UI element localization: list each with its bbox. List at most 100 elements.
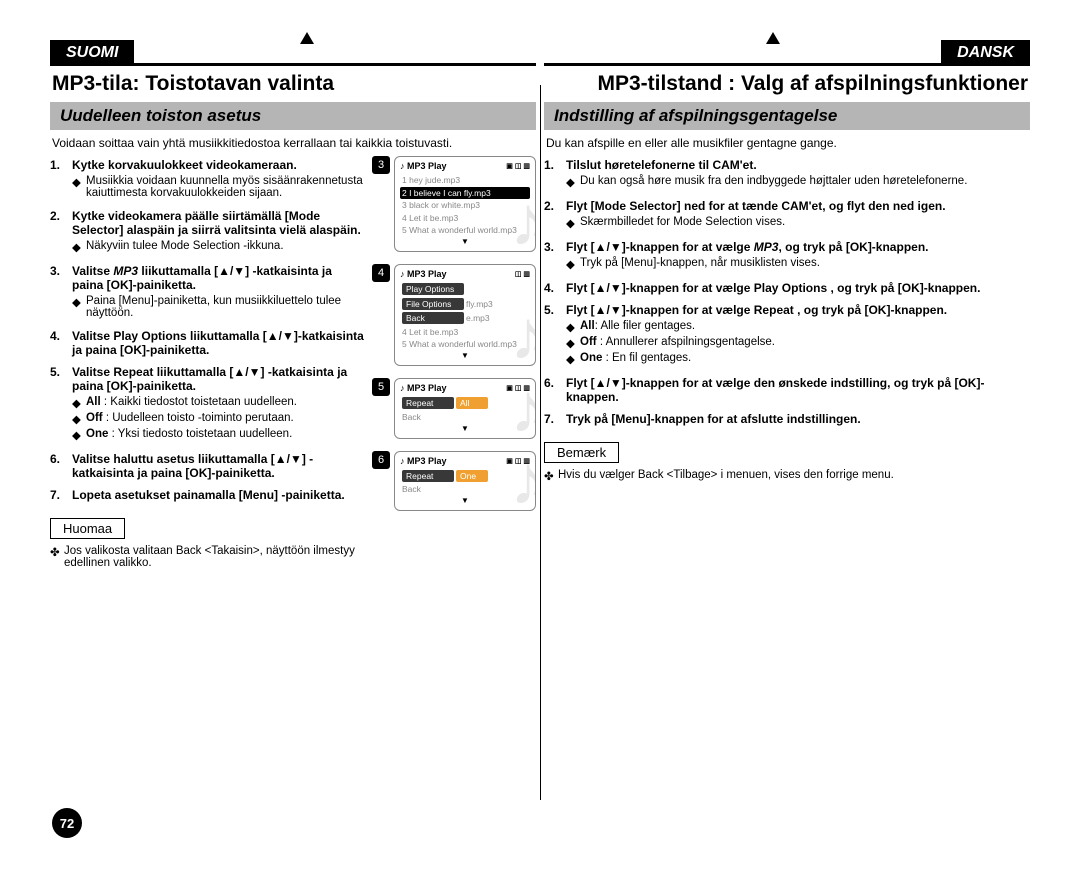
screen-badge: 4 — [372, 264, 390, 282]
screen-row: 5 What a wonderful world.mp3 — [400, 338, 530, 350]
steps-right: 1.Tilslut høretelefonerne til CAM'et. ◆Du… — [544, 158, 1030, 485]
sub-item: ◆Skærmbilledet for Mode Selection vises. — [566, 216, 1030, 230]
down-arrow-icon: ▼ — [400, 496, 530, 505]
step-number: 1. — [50, 158, 72, 201]
notes-right: ✤Hvis du vælger Back <Tilbage> i menuen,… — [544, 469, 1030, 483]
step-item: 4.Valitse Play Options liikuttamalla [▲/… — [50, 329, 366, 357]
step-item: 5.Valitse Repeat liikuttamalla [▲/▼] -ka… — [50, 365, 366, 444]
screen-row: 4 Let it be.mp3 — [400, 212, 530, 224]
right-column: DANSK MP3-tilstand : Valg af afspilnings… — [544, 40, 1030, 840]
section-head-left: Uudelleen toiston asetus — [50, 102, 536, 130]
note-item: ✤Jos valikosta valitaan Back <Takaisin>,… — [50, 545, 366, 569]
screen-title: MP3 Play — [400, 269, 447, 279]
screen-title: MP3 Play — [400, 383, 447, 393]
screens-column: 3♪MP3 Play▣ ◫ ▥1 hey jude.mp32 I believe… — [372, 156, 536, 571]
lang-tab: SUOMI — [50, 40, 134, 66]
step-item: 1.Tilslut høretelefonerne til CAM'et. ◆Du… — [544, 158, 1030, 191]
screen-wrap: 6♪MP3 Play▣ ◫ ▥RepeatOneBack▼ — [372, 451, 536, 512]
step-item: 7.Tryk på [Menu]-knappen for at afslutte… — [544, 412, 1030, 426]
page: SUOMI MP3-tila: Toistotavan valinta Uude… — [50, 40, 1030, 840]
screen-badge: 3 — [372, 156, 390, 174]
center-divider — [540, 85, 541, 800]
step-title: Lopeta asetukset painamalla [Menu] -pain… — [72, 488, 345, 502]
step-title: Kytke videokamera päälle siirtämällä [Mo… — [72, 209, 361, 237]
note-head-right: Bemærk — [544, 442, 619, 463]
screen-row: Play Options — [400, 282, 530, 296]
screen-icons: ▣ ◫ ▥ — [506, 162, 530, 170]
step-item: 3.Flyt [▲/▼]-knappen for at vælge MP3, o… — [544, 240, 1030, 273]
step-title: Valitse haluttu asetus liikuttamalla [▲/… — [72, 452, 313, 480]
step-item: 4.Flyt [▲/▼]-knappen for at vælge Play O… — [544, 281, 1030, 295]
note-head-left: Huomaa — [50, 518, 125, 539]
screen-row: RepeatOne — [400, 469, 530, 483]
screen-title: MP3 Play — [400, 456, 447, 466]
page-title-left: MP3-tila: Toistotavan valinta — [50, 72, 536, 96]
screen-row: 5 What a wonderful world.mp3 — [400, 224, 530, 236]
step-item: 5.Flyt [▲/▼]-knappen for at vælge Repeat… — [544, 303, 1030, 368]
step-title: Tryk på [Menu]-knappen for at afslutte i… — [566, 412, 861, 426]
sub-item: ◆All: Alle filer gentages. — [566, 320, 1030, 334]
lang-bar-right: DANSK — [544, 40, 1030, 66]
sub-item: ◆All : Kaikki tiedostot toistetaan uudel… — [72, 396, 366, 410]
screen-wrap: 4♪MP3 Play◫ ▥Play OptionsFile Optionsfly… — [372, 264, 536, 366]
step-item: 6.Valitse haluttu asetus liikuttamalla [… — [50, 452, 366, 480]
screen-wrap: 3♪MP3 Play▣ ◫ ▥1 hey jude.mp32 I believe… — [372, 156, 536, 252]
screen-row: 1 hey jude.mp3 — [400, 174, 530, 186]
screen: ♪MP3 Play▣ ◫ ▥1 hey jude.mp32 I believe … — [394, 156, 536, 252]
step-number: 2. — [544, 199, 566, 232]
step-number: 5. — [544, 303, 566, 368]
sub-item: ◆Tryk på [Menu]-knappen, når musiklisten… — [566, 257, 1030, 271]
step-item: 6.Flyt [▲/▼]-knappen for at vælge den øn… — [544, 376, 1030, 404]
sub-item: ◆Off : Annullerer afspilningsgentagelse. — [566, 336, 1030, 350]
note-item: ✤Hvis du vælger Back <Tilbage> i menuen,… — [544, 469, 1030, 483]
step-number: 5. — [50, 365, 72, 444]
down-arrow-icon: ▼ — [400, 237, 530, 246]
step-item: 2.Flyt [Mode Selector] ned for at tænde … — [544, 199, 1030, 232]
step-number: 3. — [50, 264, 72, 321]
screen-row: Back — [400, 411, 530, 423]
step-number: 6. — [50, 452, 72, 480]
sub-item: ◆Off : Uudelleen toisto -toiminto peruta… — [72, 412, 366, 426]
screen-icons: ◫ ▥ — [515, 270, 530, 278]
section-head-right: Indstilling af afspilningsgentagelse — [544, 102, 1030, 130]
step-number: 6. — [544, 376, 566, 404]
lang-bar-left: SUOMI — [50, 40, 536, 66]
step-number: 1. — [544, 158, 566, 191]
step-item: 2.Kytke videokamera päälle siirtämällä [… — [50, 209, 366, 256]
down-arrow-icon: ▼ — [400, 351, 530, 360]
screen: ♪MP3 Play◫ ▥Play OptionsFile Optionsfly.… — [394, 264, 536, 366]
sub-item: ◆One : En fil gentages. — [566, 352, 1030, 366]
step-item: 7.Lopeta asetukset painamalla [Menu] -pa… — [50, 488, 366, 502]
screen-icons: ▣ ◫ ▥ — [506, 384, 530, 392]
step-title: Flyt [▲/▼]-knappen for at vælge Play Opt… — [566, 281, 980, 295]
screen-row: 4 Let it be.mp3 — [400, 326, 530, 338]
page-number: 72 — [52, 808, 82, 838]
screen: ♪MP3 Play▣ ◫ ▥RepeatAllBack▼ — [394, 378, 536, 439]
screen-badge: 6 — [372, 451, 390, 469]
steps-left: 1.Kytke korvakuulokkeet videokameraan.◆M… — [50, 158, 366, 571]
step-title: Valitse Play Options liikuttamalla [▲/▼]… — [72, 329, 364, 357]
down-arrow-icon: ▼ — [400, 424, 530, 433]
step-number: 7. — [50, 488, 72, 502]
screen-row: 3 black or white.mp3 — [400, 199, 530, 211]
step-title: Valitse MP3 liikuttamalla [▲/▼] -katkais… — [72, 264, 332, 292]
page-title-right: MP3-tilstand : Valg af afspilningsfunkti… — [544, 72, 1030, 96]
screen-title: MP3 Play — [400, 161, 447, 171]
screen-row: 2 I believe I can fly.mp3 — [400, 187, 530, 199]
step-number: 4. — [50, 329, 72, 357]
step-title: Kytke korvakuulokkeet videokameraan. — [72, 158, 297, 172]
step-title: Flyt [▲/▼]-knappen for at vælge MP3, og … — [566, 240, 928, 254]
step-number: 7. — [544, 412, 566, 426]
sub-item: ◆Du kan også høre musik fra den indbygge… — [566, 175, 1030, 189]
screen-row: Backe.mp3 — [400, 311, 530, 325]
lang-tab: DANSK — [941, 40, 1030, 66]
screen-row: File Optionsfly.mp3 — [400, 297, 530, 311]
step-item: 1.Kytke korvakuulokkeet videokameraan.◆M… — [50, 158, 366, 201]
sub-item: ◆Paina [Menu]-painiketta, kun musiikkilu… — [72, 295, 366, 319]
step-title: Flyt [Mode Selector] ned for at tænde CA… — [566, 199, 946, 213]
step-title: Tilslut høretelefonerne til CAM'et. — [566, 158, 757, 172]
step-number: 2. — [50, 209, 72, 256]
step-number: 4. — [544, 281, 566, 295]
sub-item: ◆Näkyviin tulee Mode Selection -ikkuna. — [72, 240, 366, 254]
screen-row: Back — [400, 483, 530, 495]
